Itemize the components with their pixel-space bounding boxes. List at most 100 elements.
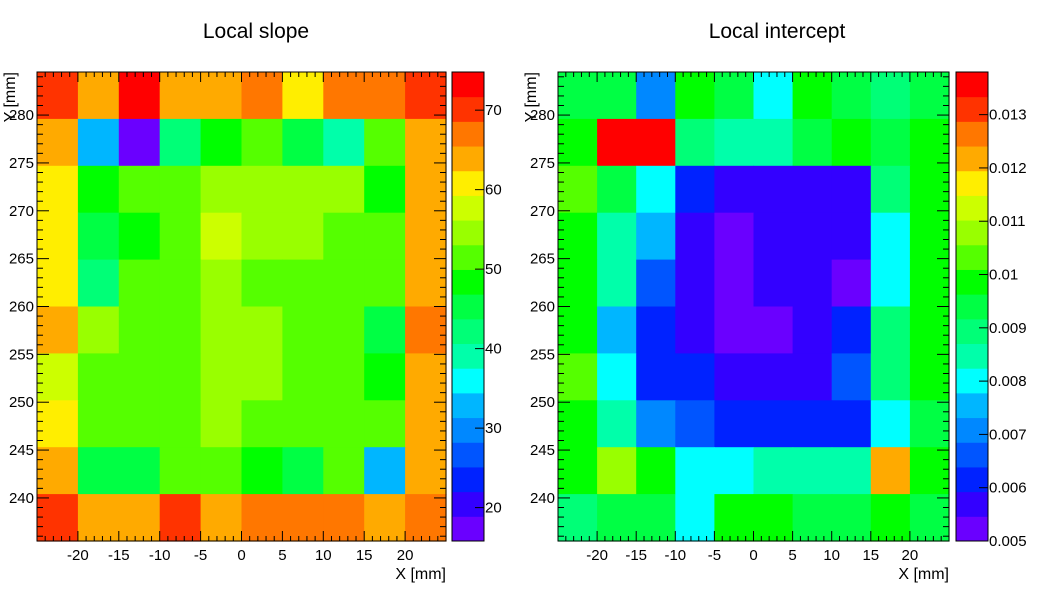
heatmap-cell bbox=[909, 447, 950, 495]
color-scale-band bbox=[452, 417, 484, 443]
y-tick-label: 280 bbox=[530, 107, 555, 124]
color-scale-band bbox=[956, 244, 988, 270]
heatmap-cell bbox=[77, 400, 120, 448]
heatmap-cell bbox=[831, 447, 872, 495]
heatmap-cell bbox=[323, 353, 365, 401]
heatmap-cell bbox=[364, 259, 406, 308]
heatmap-cell bbox=[714, 447, 755, 495]
x-tick-label: -5 bbox=[708, 547, 721, 564]
x-tick-label: 5 bbox=[788, 547, 796, 564]
color-scale-band bbox=[452, 195, 484, 221]
heatmap-cell bbox=[282, 353, 324, 401]
heatmap-cell bbox=[753, 259, 794, 308]
heatmap-cell bbox=[870, 259, 911, 308]
heatmap-cell bbox=[831, 353, 872, 401]
x-tick-label: -10 bbox=[664, 547, 686, 564]
color-scale-band bbox=[956, 170, 988, 196]
y-tick-label: 275 bbox=[9, 155, 34, 172]
heatmap-cell bbox=[870, 72, 911, 120]
color-scale-band bbox=[956, 442, 988, 468]
z-tick-label: 0.007 bbox=[989, 426, 1027, 443]
heatmap-cell bbox=[636, 259, 676, 308]
x-tick-label: 15 bbox=[862, 547, 879, 564]
heatmap-cell bbox=[200, 259, 243, 308]
heatmap-cell bbox=[870, 353, 911, 401]
heatmap-cell bbox=[714, 212, 755, 261]
color-scale-band bbox=[956, 491, 988, 517]
panel-local-slope: Local slope -20 -15 -10 -5 0 5 10 15 20 240 245 25… bbox=[2, 20, 502, 583]
heatmap-cell bbox=[714, 400, 755, 448]
color-scale-band bbox=[452, 170, 484, 196]
color-scale: 0.006 0.007 0.008 0.009 0.01 0.011 0.012 0.013 0… bbox=[955, 71, 1027, 550]
color-scale-band bbox=[956, 146, 988, 172]
heatmap-cell bbox=[636, 353, 676, 401]
z-tick-label: 0.008 bbox=[989, 373, 1027, 390]
heatmap-cell bbox=[714, 353, 755, 401]
heatmap-cell bbox=[558, 212, 598, 261]
z-tick-label: 0.012 bbox=[989, 160, 1027, 177]
heatmap-cell bbox=[405, 400, 447, 448]
heatmap-cell bbox=[792, 494, 833, 542]
heatmap-cell bbox=[558, 118, 598, 167]
x-tick-label: 20 bbox=[397, 547, 414, 564]
heatmap-cell bbox=[831, 259, 872, 308]
heatmap-cell bbox=[909, 118, 950, 167]
heatmap-cell bbox=[323, 212, 365, 261]
heatmap-cell bbox=[241, 447, 283, 495]
heatmap-cell bbox=[675, 447, 715, 495]
heatmap-cell bbox=[831, 118, 872, 167]
heatmap-cell bbox=[37, 494, 79, 542]
heatmap-cell bbox=[364, 353, 406, 401]
heatmap-cell bbox=[118, 72, 161, 120]
color-scale-band bbox=[956, 121, 988, 147]
heatmap-cell bbox=[558, 259, 598, 308]
heatmap-cell bbox=[714, 494, 755, 542]
color-scale-band bbox=[956, 466, 988, 493]
heatmap-cell bbox=[323, 118, 365, 167]
z-tick-label: 0.013 bbox=[989, 107, 1027, 124]
heatmap-cell bbox=[37, 400, 79, 448]
chart-title: Local intercept bbox=[709, 20, 846, 43]
heatmap-cell bbox=[77, 494, 120, 542]
heatmap-cell bbox=[675, 118, 715, 167]
y-axis: 240 245 250 255 260 265 270 275 280 bbox=[9, 76, 446, 537]
heatmap-cell bbox=[870, 212, 911, 261]
x-tick-label: 10 bbox=[315, 547, 332, 564]
heatmap-cell bbox=[159, 447, 202, 495]
heatmap-cell bbox=[714, 72, 755, 120]
heatmap-cell bbox=[405, 212, 447, 261]
chart-title: Local slope bbox=[203, 20, 309, 43]
heatmap-cell bbox=[792, 165, 833, 214]
heatmap-cell bbox=[792, 306, 833, 354]
heatmap-cell bbox=[792, 447, 833, 495]
heatmap-cell bbox=[37, 118, 79, 167]
heatmap-cell bbox=[597, 494, 637, 542]
heatmap-cell bbox=[159, 212, 202, 261]
heatmap-cell bbox=[405, 494, 447, 542]
heatmap-cell bbox=[364, 494, 406, 542]
heatmap-cell bbox=[909, 353, 950, 401]
y-axis-label: Y [mm] bbox=[2, 72, 19, 122]
heatmap-cell bbox=[118, 400, 161, 448]
y-tick-label: 240 bbox=[530, 490, 555, 507]
heatmap-cell bbox=[870, 165, 911, 214]
heatmap-cell bbox=[597, 118, 637, 167]
heatmap-cell bbox=[831, 306, 872, 354]
heatmap-cell bbox=[405, 259, 447, 308]
heatmap-cell bbox=[675, 494, 715, 542]
heatmap-cell bbox=[675, 353, 715, 401]
y-tick-label: 260 bbox=[530, 299, 555, 316]
heatmap-cell bbox=[909, 212, 950, 261]
color-scale-band bbox=[452, 318, 484, 345]
heatmap-cell bbox=[753, 118, 794, 167]
heatmap-cell bbox=[282, 212, 324, 261]
z-tick-label: 60 bbox=[485, 182, 502, 199]
heatmap-cell bbox=[200, 212, 243, 261]
heatmap-cell bbox=[241, 165, 283, 214]
heatmap-cell bbox=[282, 400, 324, 448]
heatmap-cell bbox=[364, 447, 406, 495]
y-tick-label: 280 bbox=[9, 107, 34, 124]
heatmap-cell bbox=[792, 72, 833, 120]
heatmap-cell bbox=[753, 447, 794, 495]
heatmap-cell bbox=[558, 494, 598, 542]
